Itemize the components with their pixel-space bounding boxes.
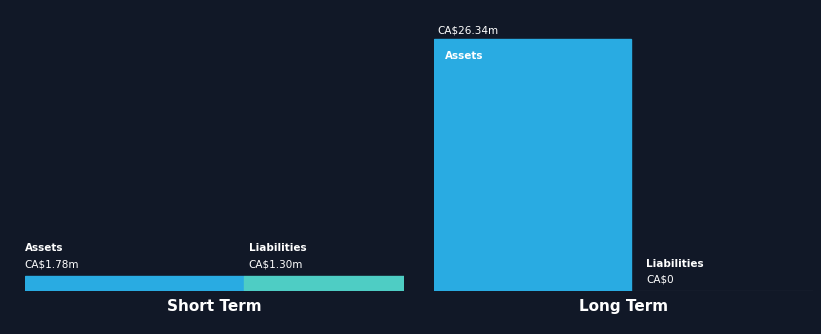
Text: CA$1.30m: CA$1.30m [249,259,303,269]
Text: Liabilities: Liabilities [249,243,306,253]
Bar [25,276,244,291]
Text: CA$0: CA$0 [646,274,674,284]
Text: CA$1.78m: CA$1.78m [25,259,79,269]
X-axis label: Long Term: Long Term [579,299,668,314]
X-axis label: Short Term: Short Term [167,299,261,314]
Text: Assets: Assets [445,51,484,61]
Bar [244,276,404,291]
Bar [433,38,631,291]
Text: CA$26.34m: CA$26.34m [438,26,499,36]
Text: Liabilities: Liabilities [646,259,704,269]
Text: Assets: Assets [25,243,63,253]
